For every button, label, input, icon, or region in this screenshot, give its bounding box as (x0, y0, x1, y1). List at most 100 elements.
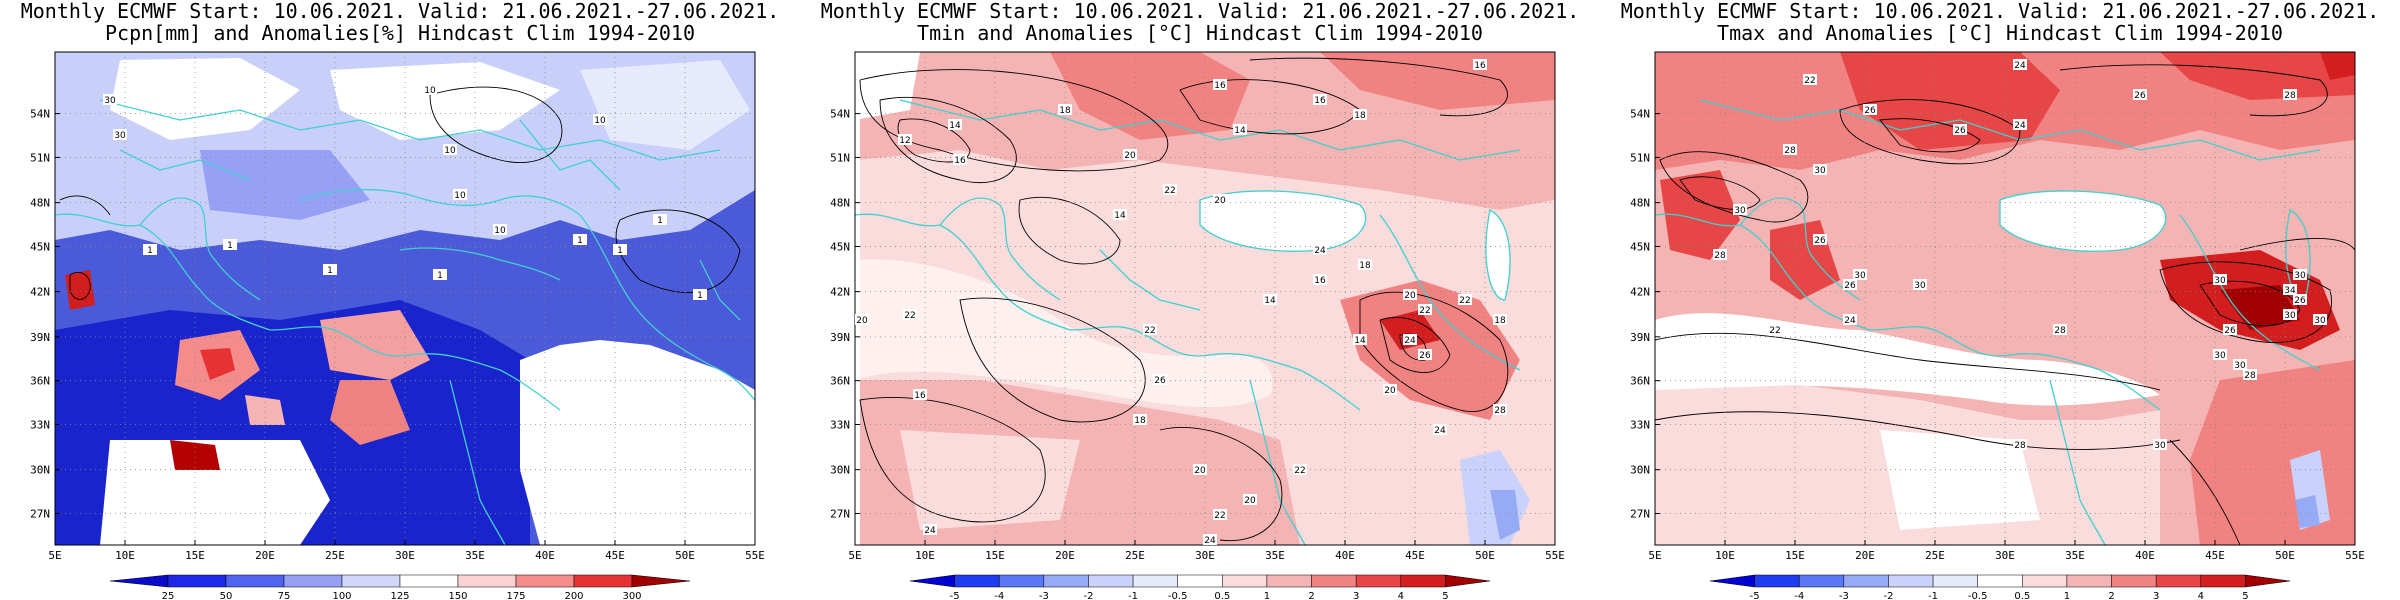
contour-label-bg (693, 289, 707, 300)
contour-label: 30 (1814, 166, 1826, 176)
anomaly-region-blue-se2 (2295, 495, 2320, 528)
lat-tick-label: 30N (1630, 464, 1650, 477)
contour-label: 24 (1434, 426, 1446, 436)
lon-tick-label: 35E (2065, 549, 2085, 562)
contour-label-bg (1433, 424, 1447, 435)
contour-label: 28 (2244, 371, 2256, 381)
contour-label-bg (653, 214, 667, 225)
contour-label-bg (855, 314, 869, 325)
contour-label: 24 (2014, 121, 2026, 131)
colorbar-label: -1 (1928, 591, 1938, 600)
lat-tick-label: 36N (1630, 375, 1650, 388)
colorbar-segment (1798, 574, 1845, 588)
contour-label: 24 (1314, 246, 1326, 256)
contour-label-bg (1713, 249, 1727, 260)
colorbar-segment (998, 574, 1045, 588)
contour-label-bg (1353, 109, 1367, 120)
contour-label: 30 (2284, 311, 2296, 321)
contour-label-bg (1233, 124, 1247, 135)
contour-label: 14 (1354, 336, 1366, 346)
colorbar-label: -3 (1839, 591, 1849, 600)
lon-tick-label: 30E (1195, 549, 1215, 562)
contour-label-bg (2013, 439, 2027, 450)
colorbar-label: -5 (1750, 591, 1760, 600)
contour-label-bg (433, 269, 447, 280)
anomaly-region-white3 (580, 60, 750, 150)
colorbar-segment (1043, 574, 1089, 588)
contour-label: 30 (114, 131, 126, 141)
contour-label: 30 (2154, 441, 2166, 451)
contour-label: 20 (1404, 291, 1416, 301)
colorbar-label: 0.5 (1214, 591, 1230, 600)
colorbar-segment (1355, 574, 1402, 588)
contour-label-bg (1163, 184, 1177, 195)
colorbar-label: 3 (1353, 591, 1359, 600)
lon-tick-label: 15E (985, 549, 1005, 562)
contour-label: 30 (1734, 206, 1746, 216)
colorbar-label: -2 (1883, 591, 1893, 600)
lat-tick-label: 36N (830, 375, 850, 388)
contour-label-bg (1353, 334, 1367, 345)
lat-tick-label: 45N (830, 240, 850, 253)
anomaly-region-n2 (1050, 52, 1250, 140)
lon-tick-label: 45E (605, 549, 625, 562)
lat-tick-label: 48N (30, 197, 50, 210)
colorbar-segment (1445, 574, 1491, 588)
contour-label-bg (2013, 59, 2027, 70)
lat-tick-label: 27N (1630, 508, 1650, 521)
contour-label: 26 (1864, 106, 1876, 116)
lat-tick-label: 48N (1630, 197, 1650, 210)
tmax-panel: Monthly ECMWF Start: 10.06.2021. Valid: … (1600, 0, 2400, 600)
contour-label-bg (593, 114, 607, 125)
lat-tick-label: 33N (1630, 418, 1650, 431)
contour-label: 16 (1214, 81, 1226, 91)
lat-lon-grid (855, 52, 1555, 545)
lon-tick-label: 45E (1405, 549, 1425, 562)
contour-label-bg (898, 134, 912, 145)
colorbar-label: 5 (2242, 591, 2248, 600)
lat-tick-label: 45N (1630, 240, 1650, 253)
colorbar-segment (399, 574, 459, 588)
contour-label-bg (2293, 269, 2307, 280)
anomaly-region-mid (200, 150, 370, 220)
lon-tick-label: 35E (465, 549, 485, 562)
contour-label: 20 (856, 316, 868, 326)
tmin-panel: Monthly ECMWF Start: 10.06.2021. Valid: … (800, 0, 1600, 600)
lon-tick-label: 50E (1475, 549, 1495, 562)
lat-tick-label: 42N (1630, 286, 1650, 299)
anomaly-region-w1 (1660, 170, 1740, 260)
contour-label: 22 (904, 311, 915, 321)
contour-label: 28 (1494, 406, 1506, 416)
contour-label: 22 (1804, 76, 1815, 86)
contour-label-bg (1058, 104, 1072, 115)
contour-label: 16 (954, 156, 966, 166)
colorbar-label: 175 (506, 591, 525, 600)
colorbar-label: 125 (390, 591, 409, 600)
anomaly-region-n4 (2320, 52, 2355, 80)
colorbar-segment (573, 574, 633, 588)
contour-label-bg (1783, 144, 1797, 155)
contour-label-bg (2283, 309, 2297, 320)
anomaly-blob-red3 (320, 310, 430, 380)
contour-label-bg (2053, 324, 2067, 335)
lon-tick-label: 5E (848, 549, 861, 562)
lat-tick-label: 39N (830, 331, 850, 344)
contour-label-bg (1843, 314, 1857, 325)
contour-label-bg (948, 119, 962, 130)
axis-ticks: 54N 51N 48N 45N 42N 39N 36N 33N 30N 27N 5E 10E 15E 20… (1630, 108, 2365, 562)
contour-label: 22 (1214, 511, 1225, 521)
anomaly-blob-darkred2 (65, 270, 95, 310)
anomaly-blob-darkred1 (170, 440, 220, 470)
lat-tick-label: 39N (1630, 331, 1650, 344)
panel-title-line1: Monthly ECMWF Start: 10.06.2021. Valid: … (820, 0, 1580, 23)
contour-label-bg (573, 234, 587, 245)
anomaly-region-white2 (330, 62, 560, 140)
anomaly-region-med (855, 259, 1273, 408)
lon-tick-label: 40E (2135, 549, 2155, 562)
colorbar-segment (2022, 574, 2068, 588)
contour-label: 22 (1419, 306, 1430, 316)
contour-label: 1 (697, 291, 703, 301)
contour-label: 1 (617, 246, 623, 256)
contour-label: 14 (1234, 126, 1246, 136)
